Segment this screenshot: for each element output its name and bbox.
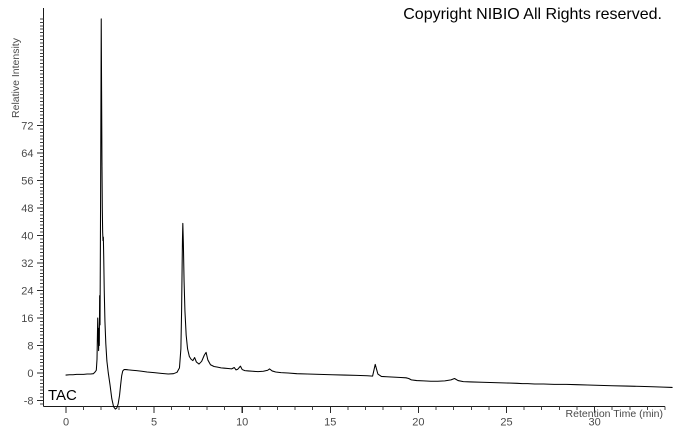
y-tick-label: 8 (27, 341, 33, 353)
trace-line-tac (65, 18, 673, 410)
x-tick-label: 20 (412, 417, 424, 429)
x-tick-label: 10 (236, 417, 248, 429)
copyright-group: Copyright NIBIO All Rights reserved. (403, 6, 662, 23)
y-tick-label: -8 (24, 396, 34, 408)
x-tick-label: 30 (588, 417, 600, 429)
x-tick-label: 25 (500, 417, 512, 429)
x-tick-label: 15 (324, 417, 336, 429)
y-tick-label: 32 (21, 258, 33, 270)
y-tick-label: 72 (21, 120, 33, 132)
y-tick-label: 64 (21, 148, 33, 160)
x-tick-label: 0 (63, 417, 69, 429)
x-axis-title: Retention Time (min) (566, 408, 663, 420)
y-tick-label: 24 (21, 285, 33, 297)
y-tick-label: 40 (21, 230, 33, 242)
x-tick-label: 5 (151, 417, 157, 429)
axis-titles: Relative Intensity Retention Time (min) (10, 37, 663, 420)
y-axis: -8 0 8 16 24 32 40 48 56 64 72 (21, 8, 45, 408)
y-axis-title: Relative Intensity (10, 37, 22, 118)
x-axis: 0 5 10 15 20 25 30 (43, 405, 666, 429)
copyright-notice: Copyright NIBIO All Rights reserved. (403, 6, 662, 23)
y-tick-label: 56 (21, 175, 33, 187)
annotation-group: TAC (48, 387, 77, 404)
y-tick-label: 0 (27, 368, 33, 380)
y-tick-label: 48 (21, 203, 33, 215)
y-tick-label: 16 (21, 313, 33, 325)
chromatogram-trace (65, 18, 673, 410)
series-label-tac: TAC (48, 387, 77, 404)
